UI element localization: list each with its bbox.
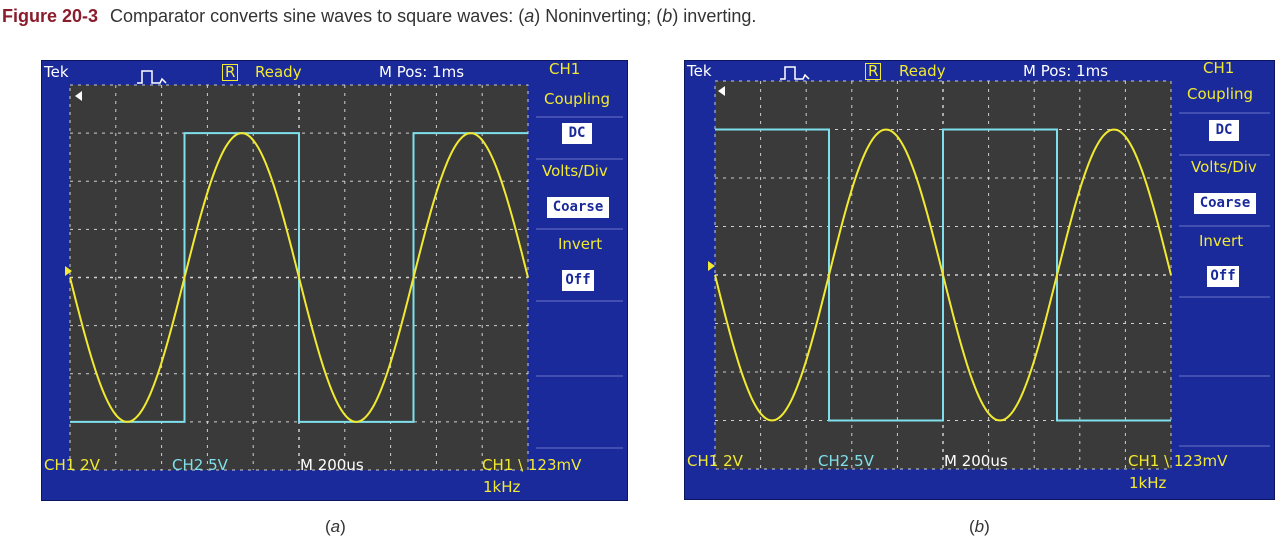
caption-text-1: Comparator converts sine waves to square…	[110, 6, 525, 26]
subcaption-b: (b)	[969, 517, 990, 536]
status-label: Ready	[255, 63, 302, 81]
caption-text-3: ) inverting.	[672, 6, 757, 26]
mpos-label: M Pos: 1ms	[1023, 62, 1109, 80]
menu-dividers	[536, 116, 623, 449]
trigger-position-icon	[718, 86, 725, 96]
subcaption-b-letter: b	[974, 517, 985, 536]
volts-div-label: Volts/Div	[542, 162, 608, 180]
figure-caption: Figure 20-3 Comparator converts sine wave…	[2, 6, 756, 27]
trigger-level: CH1 \ 123mV	[482, 456, 582, 474]
ch2-scale: CH2 5V	[172, 456, 228, 474]
coupling-button[interactable]: DC	[1209, 120, 1239, 141]
ch1-sine-trace	[69, 132, 529, 423]
subcaption-a-letter: a	[330, 517, 341, 536]
invert-label: Invert	[1199, 232, 1244, 250]
caption-b: b	[662, 6, 673, 26]
ch1-ground-marker-icon	[65, 266, 72, 276]
coupling-label: Coupling	[1187, 85, 1254, 103]
volts-div-button[interactable]: Coarse	[1194, 193, 1256, 214]
ch1-sine-trace	[714, 128, 1172, 422]
frequency: 1kHz	[483, 478, 521, 496]
ch1-scale: CH1 2V	[687, 452, 743, 470]
subcaption-a: (a)	[325, 517, 346, 536]
invert-label: Invert	[558, 235, 603, 253]
mpos-label: M Pos: 1ms	[379, 63, 465, 81]
caption-text-2: ) Noninverting; (	[534, 6, 663, 26]
acquisition-icon	[137, 70, 167, 84]
menu-channel-title: CH1	[549, 60, 581, 78]
ch2-scale: CH2 5V	[818, 452, 874, 470]
coupling-label: Coupling	[544, 90, 611, 108]
ch1-ground-marker-icon	[708, 261, 715, 271]
ch1-scale: CH1 2V	[44, 456, 100, 474]
oscilloscope-b: Tek R Ready M Pos: 1ms CH1 Coupling DC V…	[684, 60, 1275, 500]
figure-number: Figure 20-3	[2, 6, 99, 26]
scope-b-graphics	[708, 66, 1270, 470]
timebase: M 200us	[300, 456, 364, 474]
volts-div-label: Volts/Div	[1191, 158, 1257, 176]
oscilloscope-a: Tek R Ready M Pos: 1ms CH1 Coupling DC V…	[41, 60, 628, 501]
brand-label: Tek	[44, 63, 69, 81]
scope-a-graphics	[65, 70, 623, 471]
frequency: 1kHz	[1129, 474, 1167, 492]
caption-a: a	[524, 6, 535, 26]
invert-button[interactable]: Off	[1207, 266, 1239, 287]
trigger-position-icon	[75, 91, 82, 101]
status-label: Ready	[899, 62, 946, 80]
menu-dividers	[1179, 112, 1270, 447]
timebase: M 200us	[944, 452, 1008, 470]
brand-label: Tek	[687, 62, 712, 80]
trigger-level: CH1 \ 123mV	[1128, 452, 1228, 470]
invert-button[interactable]: Off	[562, 270, 594, 291]
run-mode-badge: R	[222, 64, 239, 81]
coupling-button[interactable]: DC	[562, 123, 592, 144]
volts-div-button[interactable]: Coarse	[547, 197, 609, 218]
run-mode-badge: R	[865, 63, 882, 80]
menu-channel-title: CH1	[1203, 59, 1235, 77]
acquisition-icon	[780, 66, 810, 80]
